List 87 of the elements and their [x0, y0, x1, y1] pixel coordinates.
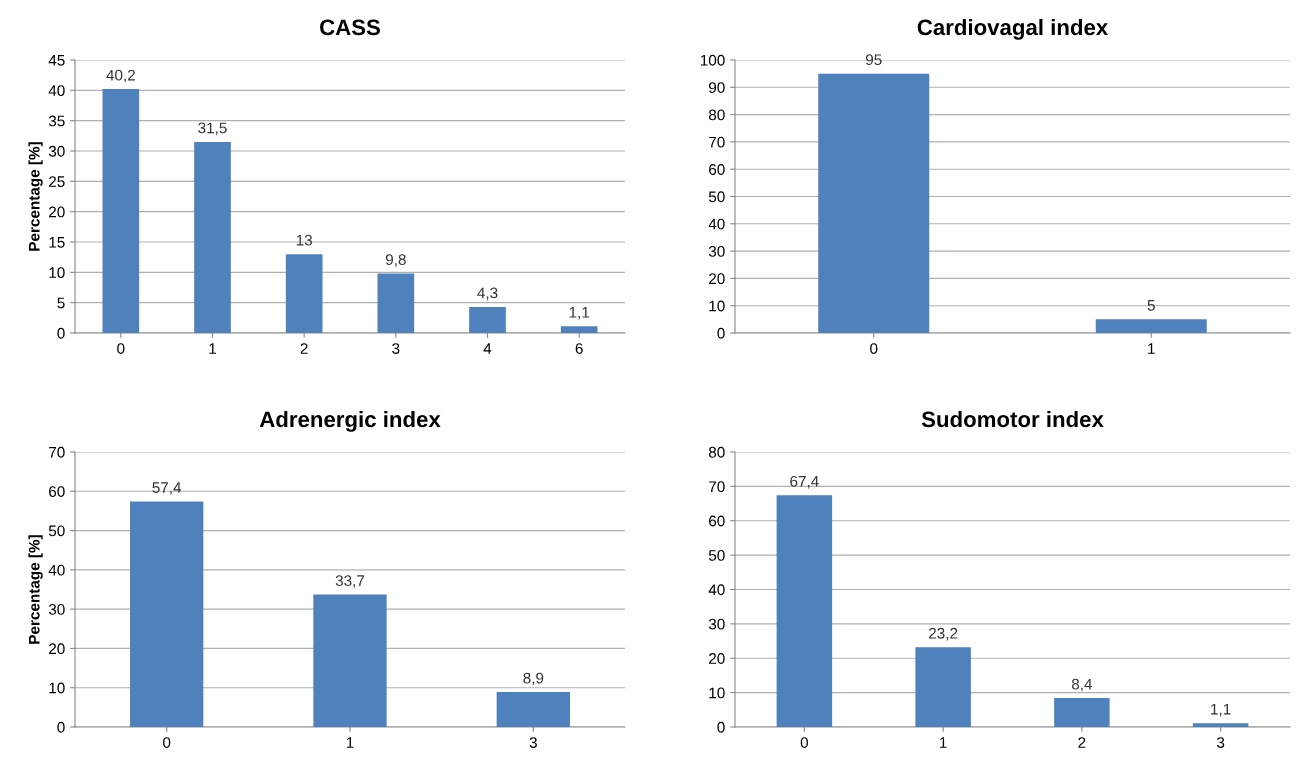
data-label: 40,2 — [106, 69, 135, 83]
y-tick-label: 10 — [49, 682, 65, 694]
y-tick-label: 100 — [700, 54, 725, 66]
bar — [102, 89, 140, 333]
bar — [915, 647, 971, 727]
chart-title: Cardiovagal index — [917, 18, 1109, 40]
y-tick-label: 20 — [709, 273, 725, 285]
y-tick-label: 70 — [709, 136, 725, 148]
y-tick-label: 90 — [709, 82, 725, 93]
x-tick-label: 2 — [300, 343, 308, 354]
y-tick-label: 60 — [49, 486, 65, 497]
bar — [469, 306, 506, 333]
data-label: 67,4 — [790, 475, 819, 489]
data-label: 9,8 — [385, 254, 406, 267]
chart-title: CASS — [320, 19, 380, 36]
y-tick-label: 70 — [49, 446, 65, 458]
y-tick-label: 0 — [57, 721, 65, 733]
bar — [496, 692, 570, 727]
data-label: 8,4 — [1071, 678, 1093, 692]
y-tick-label: 40 — [48, 85, 65, 97]
x-tick-label: 3 — [529, 737, 537, 748]
bar — [1054, 698, 1110, 727]
x-tick-label: 1 — [940, 737, 947, 748]
y-tick-label: 0 — [717, 327, 725, 339]
y-tick-label: 10 — [709, 687, 725, 699]
x-tick-label: 1 — [346, 737, 354, 748]
y-tick-label: 20 — [49, 643, 65, 655]
bar — [560, 326, 598, 333]
x-tick-label: 2 — [1078, 737, 1086, 748]
y-tick-label: 50 — [48, 525, 65, 537]
data-label: 1,1 — [569, 307, 590, 320]
y-tick-label: 60 — [709, 515, 725, 527]
y-tick-label: 0 — [717, 721, 725, 733]
x-tick-label: 3 — [392, 343, 400, 354]
y-tick-label: 80 — [708, 109, 725, 121]
x-tick-label: 0 — [117, 343, 125, 354]
x-tick-label: 0 — [870, 343, 878, 354]
y-tick-label: 80 — [708, 446, 725, 458]
chart-title: Sudomotor index — [921, 410, 1104, 428]
bar — [313, 594, 387, 727]
data-label: 31,5 — [198, 122, 227, 136]
y-tick-label: 50 — [708, 549, 725, 561]
y-tick-label: 10 — [709, 300, 725, 312]
data-label: 57,4 — [152, 482, 182, 495]
y-tick-label: 45 — [48, 55, 65, 66]
y-axis-title: Percentage [%] — [28, 142, 43, 251]
x-tick-label: 4 — [483, 343, 492, 354]
y-tick-label: 60 — [709, 164, 725, 175]
data-label: 5 — [1147, 300, 1155, 311]
y-tick-label: 20 — [49, 206, 65, 218]
chart-title: Adrenergic index — [259, 410, 441, 432]
bar — [130, 501, 204, 727]
y-tick-label: 20 — [709, 653, 725, 664]
bar — [776, 495, 833, 727]
y-tick-label: 40 — [708, 218, 725, 230]
y-tick-label: 40 — [708, 584, 725, 596]
y-tick-label: 70 — [709, 481, 725, 493]
data-label: 23,2 — [929, 627, 958, 641]
bar — [285, 254, 323, 333]
y-tick-label: 15 — [49, 237, 65, 248]
data-label: 1,1 — [1211, 703, 1231, 717]
y-tick-label: 0 — [57, 327, 65, 339]
x-tick-label: 1 — [1148, 343, 1155, 354]
bar — [194, 141, 231, 333]
data-label: 33,7 — [335, 575, 365, 588]
x-tick-label: 3 — [1216, 737, 1225, 748]
bar — [377, 273, 415, 333]
x-tick-label: 0 — [163, 737, 171, 748]
x-tick-label: 6 — [575, 343, 583, 354]
y-tick-label: 25 — [49, 176, 65, 188]
y-tick-label: 50 — [708, 191, 725, 203]
y-tick-label: 30 — [708, 618, 725, 630]
bar — [1192, 723, 1249, 727]
data-label: 8,9 — [523, 672, 544, 686]
data-label: 4,3 — [477, 287, 498, 301]
y-tick-label: 35 — [48, 115, 65, 127]
y-tick-label: 40 — [48, 564, 65, 576]
y-tick-label: 5 — [57, 297, 65, 309]
y-tick-label: 30 — [708, 245, 725, 257]
x-tick-label: 1 — [209, 343, 216, 354]
y-tick-label: 30 — [48, 145, 65, 157]
data-label: 95 — [865, 54, 882, 66]
y-tick-label: 30 — [48, 604, 65, 615]
y-tick-label: 10 — [49, 267, 65, 279]
x-tick-label: 0 — [800, 737, 809, 748]
y-axis-title: Percentage [%] — [28, 535, 43, 644]
data-label: 13 — [296, 234, 312, 246]
